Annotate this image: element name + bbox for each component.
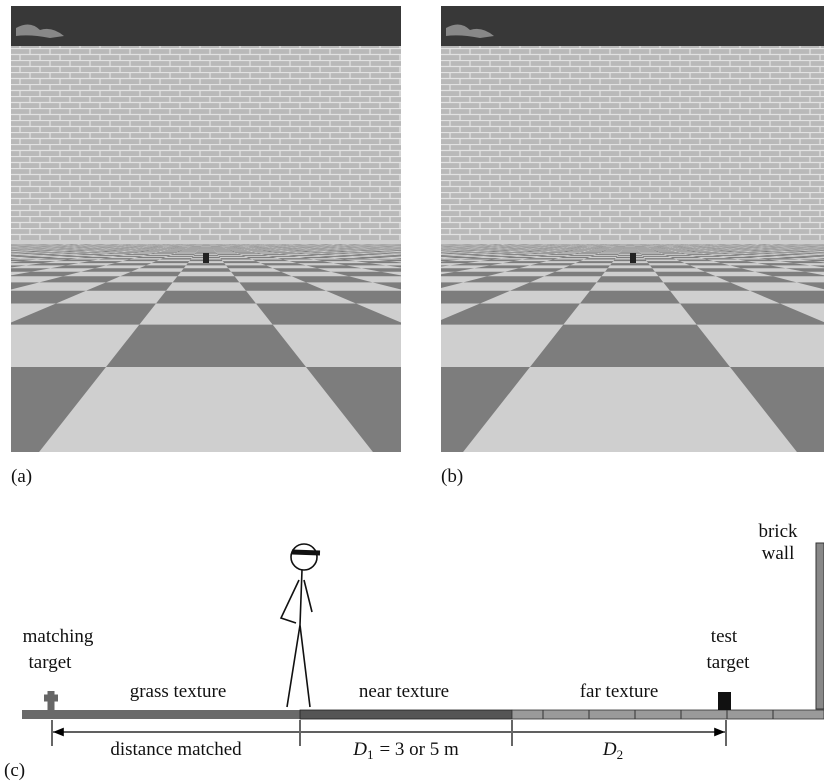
label: grass texture xyxy=(130,681,227,702)
label: target xyxy=(29,652,73,673)
label: wall xyxy=(762,543,795,564)
caption-c: (c) xyxy=(4,760,25,781)
label: test xyxy=(711,626,738,647)
observer xyxy=(281,544,320,707)
label: near texture xyxy=(359,681,449,702)
caption-b: (b) xyxy=(441,466,463,487)
caption-a: (a) xyxy=(11,466,32,487)
label: distance matched xyxy=(110,739,242,760)
diagram: brick wall matching target test target g… xyxy=(22,521,824,762)
label: D2 xyxy=(602,739,623,762)
label: matching xyxy=(23,626,94,647)
label: brick xyxy=(758,521,798,542)
label: far texture xyxy=(580,681,659,702)
figure: (a) (b) (c) brick wall matching target t… xyxy=(0,0,824,783)
label: target xyxy=(707,652,751,673)
label: D1= 3 or 5 m xyxy=(352,739,459,762)
